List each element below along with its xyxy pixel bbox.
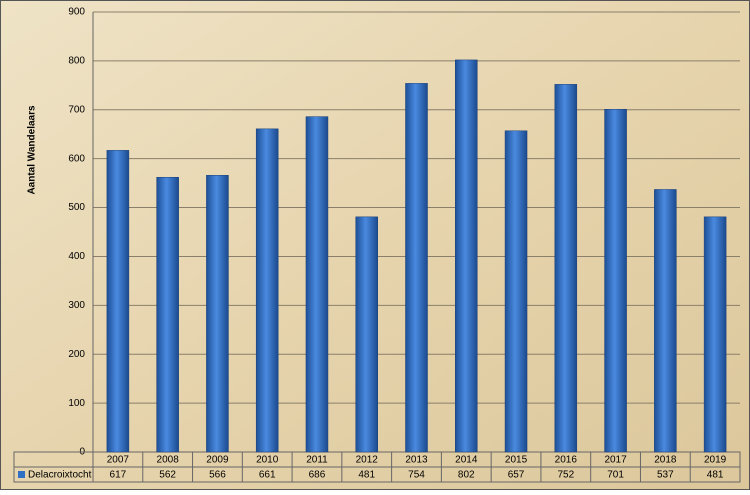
y-tick-label: 100 xyxy=(68,398,85,409)
table-value: 661 xyxy=(259,470,276,481)
bar xyxy=(355,216,378,453)
table-value: 701 xyxy=(607,470,624,481)
table-value: 686 xyxy=(309,470,326,481)
x-tick-label: 2017 xyxy=(604,455,627,466)
x-tick-label: 2018 xyxy=(654,455,677,466)
bar xyxy=(305,116,329,453)
x-tick-label: 2008 xyxy=(157,455,180,466)
table-value: 754 xyxy=(408,470,425,481)
x-tick-label: 2015 xyxy=(505,455,528,466)
table-value: 481 xyxy=(707,470,724,481)
y-tick-label: 500 xyxy=(68,202,85,213)
bar xyxy=(156,176,179,453)
x-tick-label: 2014 xyxy=(455,455,478,466)
table-value: 537 xyxy=(657,470,674,481)
x-tick-label: 2010 xyxy=(256,455,279,466)
y-tick-label: 800 xyxy=(68,56,85,67)
y-tick-label: 200 xyxy=(68,349,85,360)
x-tick-label: 2019 xyxy=(704,455,727,466)
x-tick-label: 2011 xyxy=(306,455,328,466)
table-value: 752 xyxy=(557,470,574,481)
table-value: 617 xyxy=(110,470,127,481)
y-tick-label: 400 xyxy=(68,251,85,262)
bar xyxy=(106,150,130,453)
bar xyxy=(504,130,528,453)
bar xyxy=(455,59,478,453)
bar xyxy=(654,189,677,453)
x-tick-label: 2009 xyxy=(206,455,229,466)
table-value: 566 xyxy=(209,470,226,481)
legend-swatch xyxy=(18,471,25,478)
y-tick-label: 900 xyxy=(68,7,85,18)
x-tick-label: 2012 xyxy=(356,455,379,466)
y-tick-label: 300 xyxy=(68,300,85,311)
bar xyxy=(255,128,279,453)
table-value: 562 xyxy=(159,470,176,481)
y-tick-label: 600 xyxy=(68,153,85,164)
table-value: 802 xyxy=(458,470,475,481)
bar xyxy=(405,83,428,453)
legend-label: Delacroixtocht xyxy=(28,470,92,481)
y-tick-label: 700 xyxy=(68,104,85,115)
x-tick-label: 2007 xyxy=(107,455,130,466)
x-tick-label: 2016 xyxy=(555,455,578,466)
bar xyxy=(206,175,229,453)
bar xyxy=(554,84,578,453)
bar xyxy=(604,109,627,453)
table-value: 481 xyxy=(358,470,375,481)
table-value: 657 xyxy=(508,470,525,481)
y-axis-label: Aantal Wandelaars xyxy=(27,105,38,195)
bar xyxy=(703,216,727,453)
x-tick-label: 2013 xyxy=(405,455,428,466)
